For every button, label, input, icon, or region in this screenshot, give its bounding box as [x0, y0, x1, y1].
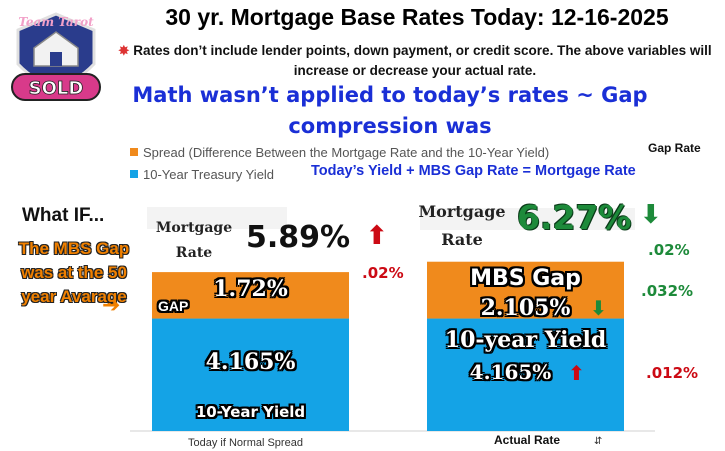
bar-1-treasury-segment — [152, 318, 349, 431]
mbs-gap-note: The MBS Gap was at the 50 year Avarage — [18, 239, 130, 306]
bar1-total-change: .02% — [362, 264, 404, 282]
right-arrow-icon: ➔ — [102, 293, 121, 318]
bar-1-spread-segment — [152, 272, 349, 319]
up-arrow-icon: ⬆ — [568, 360, 585, 385]
cursor-icon: ⇵ — [594, 436, 603, 447]
bar2-yield-label: 4.165% — [469, 359, 552, 384]
gap-rate-label: Gap Rate — [648, 141, 701, 155]
category-label-2: Actual Rate — [494, 433, 561, 447]
headline-line-2: compression was — [288, 114, 492, 138]
bar-2-spread-segment — [427, 261, 624, 319]
bar2-mortgage-label: Mortgage Rate — [418, 202, 506, 249]
logo-bottom-text: SOLD — [29, 78, 84, 99]
label-backdrop — [420, 208, 635, 230]
legend-label-treasury: 10-Year Treasury Yield — [143, 167, 275, 182]
page-title: 30 yr. Mortgage Base Rates Today: 12-16-… — [165, 4, 669, 30]
legend-swatch-spread — [130, 148, 138, 156]
legend-label-spread: Spread (Difference Between the Mortgage … — [143, 145, 550, 160]
explosion-icon: ✸ — [118, 43, 130, 58]
bar2-spread-prefix: MBS Gap — [470, 265, 581, 291]
legend-item-spread: Spread (Difference Between the Mortgage … — [130, 145, 549, 160]
category-label-1: Today if Normal Spread — [188, 437, 303, 449]
bar1-spread-prefix: GAP — [158, 298, 189, 315]
team-sold-logo: Team Tarot SOLD — [4, 4, 108, 108]
legend-swatch-treasury — [130, 170, 138, 178]
bar2-yield-change: .012% — [646, 364, 699, 382]
bar1-spread-label: 1.72% — [213, 276, 288, 303]
headline: Math wasn’t applied to today’s rates ~ G… — [110, 80, 670, 142]
logo-top-text: Team Tarot — [18, 15, 94, 29]
bar1-yield-label: 4.165% — [205, 348, 296, 375]
what-if-label: What IF... — [22, 205, 105, 226]
down-arrow-icon: ⬇ — [590, 295, 607, 320]
headline-line-1: Math wasn’t applied to today’s rates ~ G… — [132, 83, 648, 107]
formula-text: Today’s Yield + MBS Gap Rate = Mortgage … — [311, 163, 636, 179]
label-backdrop — [147, 207, 287, 229]
bar2-total-change: .02% — [648, 241, 690, 259]
bar2-total-label: 6.27% — [517, 198, 632, 237]
bar1-total-label: 5.89% — [246, 220, 351, 255]
bar1-yield-name: 10-Year Yield — [195, 403, 306, 421]
bar1-mortgage-label: Mortgage Rate — [155, 220, 233, 261]
disclaimer: ✸ Rates don’t include lender points, down… — [112, 41, 718, 81]
up-arrow-icon: ⬆ — [366, 221, 388, 251]
bar2-yield-prefix: 10-year Yield — [444, 326, 607, 353]
logo-badge-icon: Team Tarot SOLD — [11, 12, 101, 101]
bar-2-treasury-segment — [427, 318, 624, 431]
disclaimer-text: Rates don’t include lender points, down … — [133, 43, 712, 78]
down-arrow-icon: ⬇ — [640, 200, 662, 230]
legend-item-treasury: 10-Year Treasury Yield — [130, 167, 274, 182]
bar2-spread-label: 2.105% — [480, 294, 571, 321]
bar2-spread-change: .032% — [641, 282, 694, 300]
